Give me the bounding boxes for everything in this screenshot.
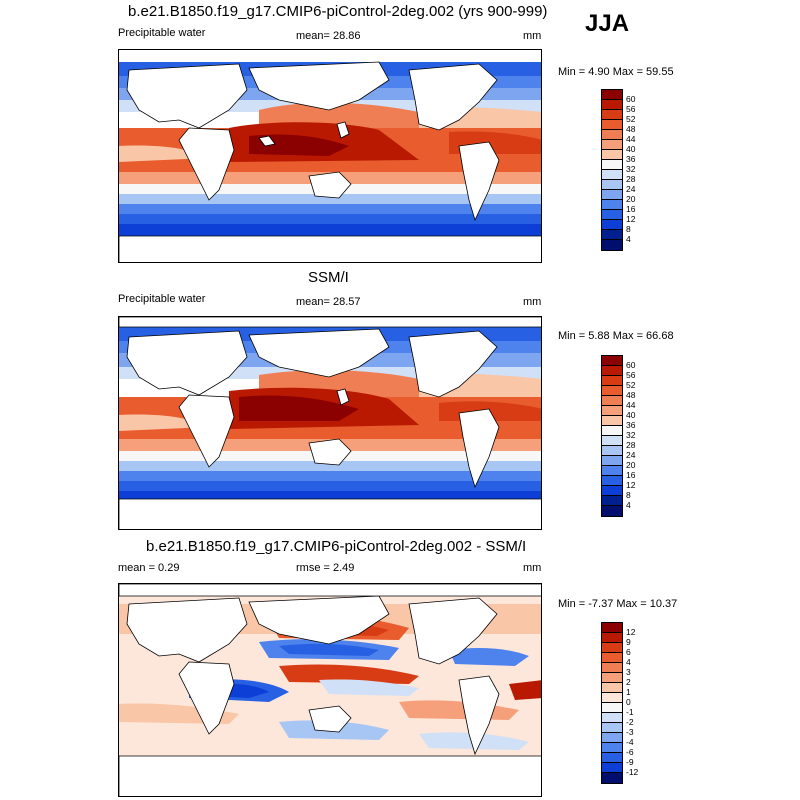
- panel3-colorbar-label: 6: [626, 647, 631, 657]
- panel1-variable-label: Precipitable water: [118, 27, 206, 39]
- panel3-colorbar: [601, 622, 623, 784]
- panel3-colorbar-label: 2: [626, 677, 631, 687]
- panel3-rmse-label: rmse = 2.49: [296, 562, 355, 574]
- panel2-colorbar-label: 32: [626, 430, 636, 440]
- panel1-colorbar-label: 20: [626, 194, 636, 204]
- panel2-colorbar-label: 28: [626, 440, 636, 450]
- panel1-map-graphic: [119, 50, 541, 262]
- panel3-colorbar-label: 12: [626, 627, 636, 637]
- panel3-colorbar-label: 9: [626, 637, 631, 647]
- panel2-colorbar: [601, 355, 623, 517]
- season-label: JJA: [585, 10, 630, 37]
- panel1-colorbar-label: 56: [626, 104, 636, 114]
- panel2-colorbar-label: 24: [626, 450, 636, 460]
- panel3-colorbar-label: -6: [626, 747, 634, 757]
- panel2-colorbar-label: 16: [626, 470, 636, 480]
- panel1-colorbar-label: 40: [626, 144, 636, 154]
- panel2-mean-label: mean= 28.57: [296, 296, 361, 308]
- panel2-colorbar-label: 60: [626, 360, 636, 370]
- panel2-colorbar-label: 36: [626, 420, 636, 430]
- panel3-colorbar-label: 3: [626, 667, 631, 677]
- panel1-title: b.e21.B1850.f19_g17.CMIP6-piControl-2deg…: [128, 3, 548, 20]
- panel1-minmax: Min = 4.90 Max = 59.55: [558, 66, 674, 78]
- panel1-colorbar-label: 36: [626, 154, 636, 164]
- panel2-minmax: Min = 5.88 Max = 66.68: [558, 330, 674, 342]
- panel1-colorbar-label: 4: [626, 234, 631, 244]
- panel3-units: mm: [523, 562, 542, 574]
- panel3-colorbar-label: -1: [626, 707, 634, 717]
- panel1-colorbar-label: 28: [626, 174, 636, 184]
- panel1-mean-label: mean= 28.86: [296, 30, 361, 42]
- panel1-map: [118, 49, 542, 263]
- panel1-colorbar-label: 44: [626, 134, 636, 144]
- panel3-colorbar-label: -9: [626, 757, 634, 767]
- panel3-map-graphic: [119, 584, 541, 796]
- panel1-units: mm: [523, 30, 542, 42]
- panel1-colorbar-label: 32: [626, 164, 636, 174]
- panel1-colorbar-label: 16: [626, 204, 636, 214]
- panel3-colorbar-label: -4: [626, 737, 634, 747]
- panel2-colorbar-label: 44: [626, 400, 636, 410]
- panel3-colorbar-label: -2: [626, 717, 634, 727]
- panel2-colorbar-label: 52: [626, 380, 636, 390]
- panel3-colorbar-label: 4: [626, 657, 631, 667]
- panel2-units: mm: [523, 296, 542, 308]
- panel3-colorbar-label: 1: [626, 687, 631, 697]
- panel1-colorbar-label: 52: [626, 114, 636, 124]
- panel3-minmax: Min = -7.37 Max = 10.37: [558, 598, 678, 610]
- panel3-title: b.e21.B1850.f19_g17.CMIP6-piControl-2deg…: [146, 538, 527, 555]
- panel2-title: SSM/I: [308, 269, 349, 286]
- panel1-colorbar-label: 24: [626, 184, 636, 194]
- panel2-colorbar-label: 12: [626, 480, 636, 490]
- panel1-colorbar-label: 60: [626, 94, 636, 104]
- panel2-colorbar-label: 48: [626, 390, 636, 400]
- panel3-colorbar-label: -12: [626, 767, 639, 777]
- panel2-colorbar-label: 4: [626, 500, 631, 510]
- panel1-colorbar-label: 48: [626, 124, 636, 134]
- panel2-map: [118, 316, 542, 530]
- panel2-variable-label: Precipitable water: [118, 293, 206, 305]
- panel2-colorbar-label: 8: [626, 490, 631, 500]
- panel1-colorbar: [601, 89, 623, 251]
- panel2-colorbar-label: 20: [626, 460, 636, 470]
- panel3-colorbar-label: -3: [626, 727, 634, 737]
- panel3-mean-label: mean = 0.29: [118, 562, 180, 574]
- panel2-map-graphic: [119, 317, 541, 529]
- panel3-colorbar-label: 0: [626, 697, 631, 707]
- panel3-map: [118, 583, 542, 797]
- panel2-colorbar-label: 40: [626, 410, 636, 420]
- panel1-colorbar-label: 12: [626, 214, 636, 224]
- panel2-colorbar-label: 56: [626, 370, 636, 380]
- panel1-colorbar-label: 8: [626, 224, 631, 234]
